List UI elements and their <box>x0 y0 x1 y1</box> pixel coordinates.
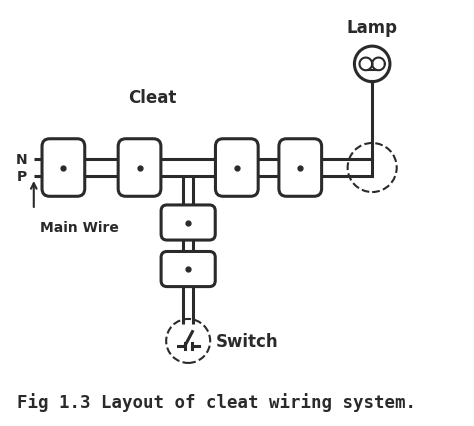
FancyBboxPatch shape <box>118 139 161 197</box>
Text: Lamp: Lamp <box>346 19 398 37</box>
FancyBboxPatch shape <box>216 139 258 197</box>
FancyBboxPatch shape <box>279 139 322 197</box>
Text: P: P <box>17 170 27 184</box>
FancyBboxPatch shape <box>161 252 215 287</box>
Text: Cleat: Cleat <box>128 89 176 107</box>
Text: Fig 1.3 Layout of cleat wiring system.: Fig 1.3 Layout of cleat wiring system. <box>17 392 416 411</box>
Text: Main Wire: Main Wire <box>40 221 119 235</box>
Text: Switch: Switch <box>216 332 278 350</box>
FancyBboxPatch shape <box>161 205 215 241</box>
Text: N: N <box>16 153 27 167</box>
FancyBboxPatch shape <box>42 139 85 197</box>
